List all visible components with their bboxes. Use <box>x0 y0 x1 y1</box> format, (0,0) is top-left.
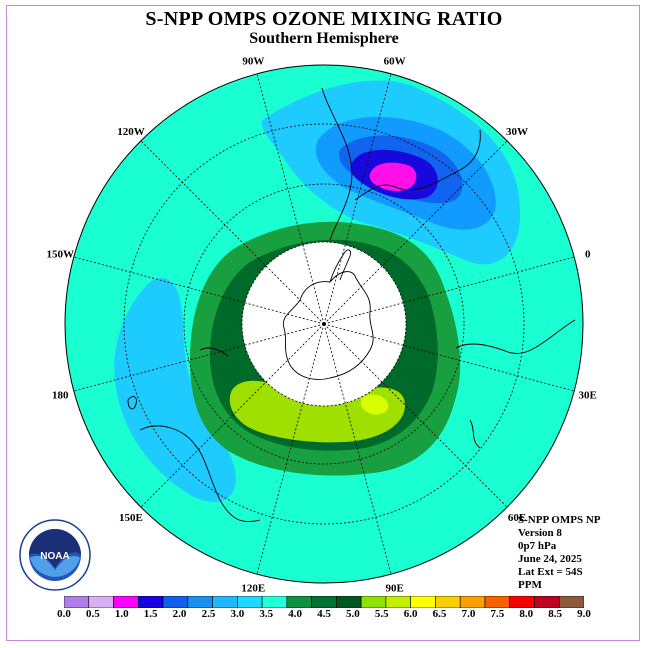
colorbar-swatch <box>410 596 436 608</box>
info-units: PPM <box>518 579 542 591</box>
antarctica-coast <box>282 271 374 380</box>
meridian-line <box>140 140 325 325</box>
colorbar-tick-label: 4.5 <box>317 608 331 620</box>
longitude-label: 60E <box>508 512 526 524</box>
south-pole-marker <box>322 322 326 326</box>
colorbar-tick-label: 1.0 <box>114 608 129 620</box>
colorbar-swatch <box>113 596 139 608</box>
contour-3.5-east <box>114 278 236 502</box>
colorbar-swatch <box>484 596 511 608</box>
meridian-line <box>256 323 325 575</box>
contour-1.5 <box>369 162 417 191</box>
new-zealand-coast <box>127 396 137 410</box>
longitude-label: 180 <box>52 390 69 402</box>
colorbar-swatch <box>237 596 263 608</box>
longitude-label: 120E <box>241 583 265 595</box>
meridian-line <box>323 140 508 325</box>
africa-coast <box>455 319 576 449</box>
latitude-circle <box>183 183 465 465</box>
meridian-line <box>323 256 575 325</box>
colorbar-tick-label: 8.0 <box>519 608 534 620</box>
meridian-line <box>323 323 508 508</box>
longitude-label: 90W <box>242 55 264 67</box>
colorbar-tick-label: 1.5 <box>143 608 158 620</box>
noaa-logo: NOAA <box>19 519 91 591</box>
colorbar-tick-label: 8.5 <box>548 608 562 620</box>
info-version: Version 8 <box>518 527 562 539</box>
colorbar-swatch <box>509 596 535 608</box>
south-america-coast <box>321 87 481 241</box>
meridian-line <box>73 256 325 325</box>
map-title: S-NPP OMPS OZONE MIXING RATIO <box>145 8 503 30</box>
longitude-label: 60W <box>384 55 406 67</box>
longitude-labels: 0 30E 60E 90E 120E 150E 180 150W 120W 90W 60W 30W <box>47 55 597 594</box>
colorbar-swatch <box>336 596 362 608</box>
info-pressure-level: 0p7 hPa <box>518 540 557 552</box>
colorbar-tick-label: 5.0 <box>346 608 360 620</box>
colorbar-tick-label: 2.0 <box>172 608 187 620</box>
longitude-label: 120W <box>117 126 145 138</box>
colorbar <box>64 596 584 608</box>
longitude-label: 30W <box>506 126 528 138</box>
info-date: June 24, 2025 <box>518 553 582 565</box>
longitude-label: 0 <box>585 248 591 260</box>
longitude-label: 150E <box>119 512 143 524</box>
meridian-line <box>73 323 325 392</box>
colorbar-swatch <box>286 596 312 608</box>
colorbar-swatch <box>534 596 560 608</box>
colorbar-tick-label: 5.5 <box>374 608 389 620</box>
longitude-label: 150W <box>47 248 75 260</box>
colorbar-swatch <box>137 596 164 608</box>
antarctic-peninsula <box>329 249 351 283</box>
meridian-line <box>323 73 392 325</box>
meridian-line <box>323 323 575 392</box>
colorbar-swatch <box>385 596 411 608</box>
colorbar-swatch <box>261 596 288 608</box>
meridian-line <box>140 323 325 508</box>
colorbar-swatch <box>212 596 238 608</box>
colorbar-tick-label: 4.0 <box>288 608 302 620</box>
colorbar-tick-label: 9.0 <box>577 608 591 620</box>
info-block: S-NPP OMPS NP Version 8 0p7 hPa June 24,… <box>518 514 601 592</box>
colorbar-swatch <box>459 596 486 608</box>
colorbar-tick-label: 7.0 <box>461 608 476 620</box>
latitude-circle <box>123 123 525 525</box>
colorbar-tick-label: 6.0 <box>403 608 418 620</box>
colorbar-swatch <box>435 596 461 608</box>
info-instrument: S-NPP OMPS NP <box>518 514 601 526</box>
longitude-label: 30E <box>579 390 597 402</box>
meridian-line <box>256 73 325 325</box>
meridian-line <box>323 323 392 575</box>
map-subtitle: Southern Hemisphere <box>249 30 399 47</box>
colorbar-tick-label: 3.5 <box>259 608 274 620</box>
colorbar-tick-label: 0.5 <box>86 608 100 620</box>
colorbar-tick-label: 6.5 <box>432 608 447 620</box>
colorbar-tick-label: 3.0 <box>230 608 245 620</box>
colorbar-swatch <box>88 596 114 608</box>
graticule <box>73 73 575 575</box>
colorbar-swatch <box>360 596 387 608</box>
colorbar-tick-label: 0.0 <box>57 608 71 620</box>
latitude-circle <box>241 241 407 407</box>
colorbar-tick-label: 7.5 <box>490 608 505 620</box>
colorbar-swatch <box>162 596 189 608</box>
australia-coast <box>139 347 261 522</box>
longitude-label: 90E <box>385 583 403 595</box>
colorbar-swatch <box>558 596 584 608</box>
map-boundary <box>64 64 584 584</box>
coastlines <box>127 87 576 522</box>
info-lat-extent: Lat Ext = 54S <box>518 566 583 578</box>
noaa-logo-text: NOAA <box>40 551 69 562</box>
colorbar-swatch <box>64 596 90 608</box>
figure-frame <box>6 5 640 641</box>
colorbar-tick-label: 2.5 <box>201 608 216 620</box>
colorbar-swatch <box>311 596 337 608</box>
contour-5.5 <box>360 394 389 415</box>
colorbar-swatch <box>187 596 213 608</box>
